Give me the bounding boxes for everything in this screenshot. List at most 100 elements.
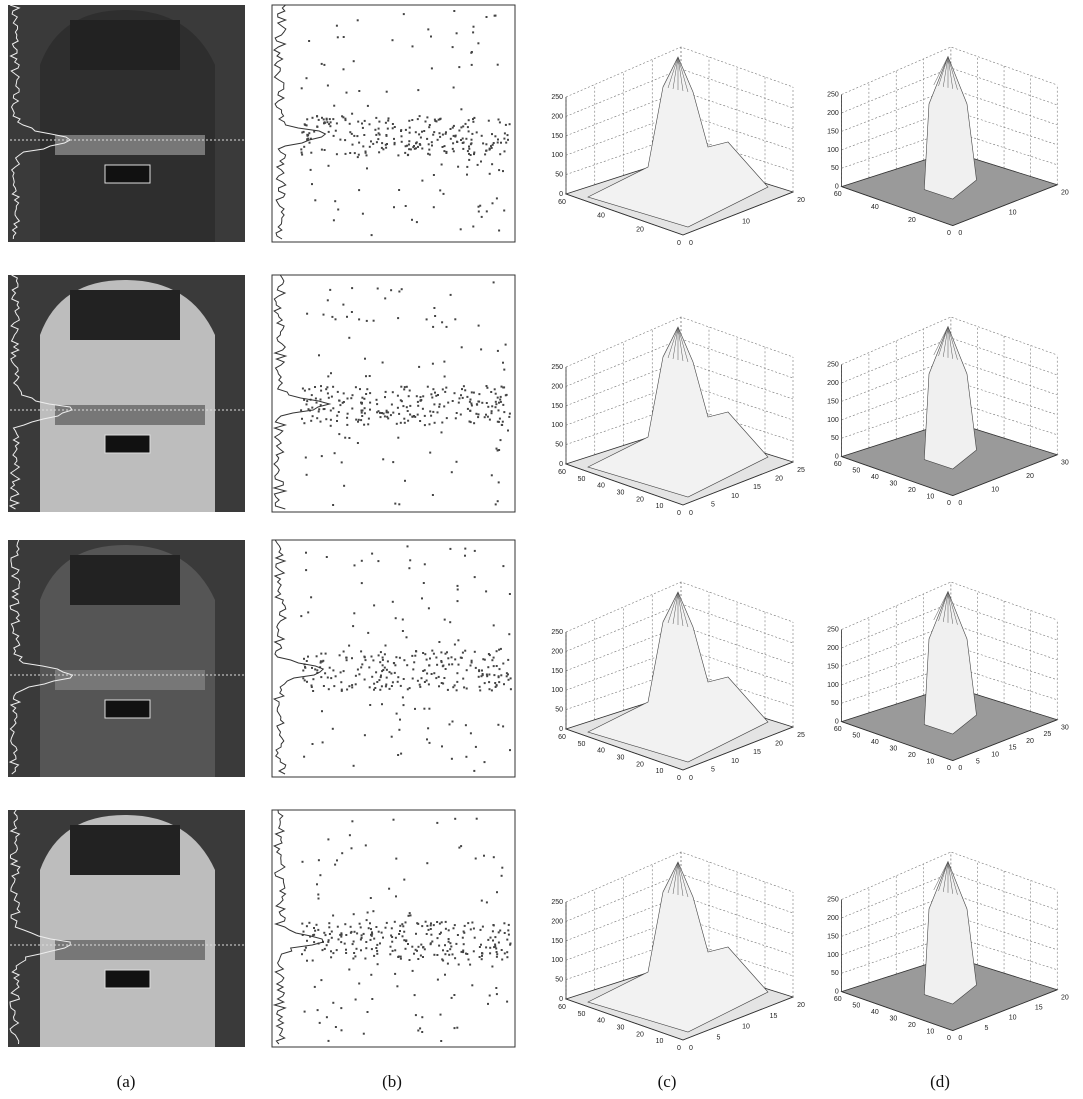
- edge-dot: [340, 933, 343, 936]
- edge-dot: [408, 687, 411, 690]
- edge-dot: [486, 675, 489, 678]
- surface-mesh: [677, 56, 689, 93]
- edge-dot: [490, 410, 493, 413]
- edge-dot: [392, 411, 395, 414]
- surface-mesh: [947, 861, 953, 894]
- edge-dot: [365, 393, 368, 395]
- edge-dot: [342, 392, 345, 395]
- edge-dot: [506, 1000, 509, 1003]
- edge-dot: [469, 398, 472, 401]
- edge-dot: [432, 174, 435, 176]
- edge-dot: [445, 417, 448, 420]
- edge-dot: [392, 818, 395, 821]
- edge-dot: [408, 389, 411, 392]
- edge-dot: [469, 409, 472, 412]
- edge-dot: [502, 361, 504, 364]
- edge-dot: [405, 636, 408, 639]
- edge-dot: [451, 400, 454, 402]
- x-tick-label: 10: [927, 759, 935, 766]
- z-tick-label: 150: [551, 938, 563, 945]
- edge-dot: [429, 943, 432, 946]
- edge-dot: [434, 391, 436, 394]
- edge-dot: [342, 401, 345, 403]
- edge-dot: [327, 375, 330, 378]
- edge-dot: [491, 163, 494, 166]
- edge-dot: [356, 156, 359, 159]
- edge-dot: [311, 406, 314, 409]
- edge-dot: [423, 414, 426, 417]
- edge-dot: [496, 420, 499, 423]
- edge-dot: [467, 130, 470, 133]
- edge-dot: [435, 120, 438, 123]
- edge-dot: [319, 420, 322, 423]
- edge-dot: [485, 385, 488, 387]
- edge-dot: [391, 123, 394, 125]
- edge-dot: [438, 933, 441, 935]
- edge-dot: [348, 122, 351, 125]
- edge-dot: [366, 911, 369, 914]
- edge-dot: [349, 152, 352, 154]
- edge-dot: [435, 677, 438, 680]
- panel-caption: (b): [382, 1072, 402, 1091]
- y-tick-label: 20: [797, 1002, 805, 1009]
- edge-dot: [314, 668, 317, 671]
- edge-dot: [430, 67, 433, 70]
- edge-dot: [390, 934, 393, 937]
- edge-dot: [318, 408, 321, 411]
- edge-dot: [427, 28, 430, 31]
- edge-dot: [390, 735, 393, 738]
- edge-dot: [477, 210, 480, 213]
- edge-dot: [386, 415, 389, 418]
- edge-dot: [411, 969, 414, 972]
- edge-dot: [367, 423, 370, 426]
- edge-dot: [344, 152, 347, 155]
- edge-dot: [332, 118, 335, 121]
- x-tick-label: 30: [889, 481, 897, 488]
- edge-dot: [364, 150, 367, 153]
- edge-dot: [393, 143, 396, 146]
- edge-dot: [354, 955, 357, 958]
- edge-dot: [400, 288, 403, 291]
- edge-dot: [411, 945, 414, 948]
- edge-dot: [449, 547, 452, 550]
- edge-dot: [441, 321, 444, 324]
- edge-dot: [499, 647, 502, 650]
- edge-dot: [417, 89, 420, 92]
- edge-dot: [332, 914, 335, 917]
- axis-edge: [841, 899, 1058, 1032]
- edge-dot: [423, 681, 426, 683]
- edge-dot: [302, 669, 305, 672]
- windshield: [70, 825, 180, 875]
- surface-mesh: [672, 56, 679, 90]
- edge-dot: [451, 46, 454, 49]
- edge-dot: [503, 683, 505, 686]
- surface-mesh: [947, 326, 953, 359]
- edge-dot: [498, 121, 501, 124]
- edge-dot: [465, 687, 468, 690]
- edge-dot: [498, 648, 501, 651]
- edge-dot: [430, 35, 432, 38]
- edge-dot: [312, 690, 315, 692]
- edge-dot: [338, 399, 341, 402]
- edge-dot: [432, 206, 435, 209]
- edge-dot: [340, 935, 343, 938]
- edge-dot: [301, 860, 304, 863]
- edge-dot: [344, 436, 347, 439]
- edge-dot: [375, 671, 378, 674]
- edge-dot: [421, 130, 423, 133]
- edge-dot: [436, 821, 439, 824]
- edge-dot: [462, 125, 465, 128]
- edge-dot: [429, 451, 432, 454]
- edge-dot: [485, 210, 488, 213]
- edge-dot: [414, 948, 417, 951]
- z-tick-label: 100: [551, 422, 563, 429]
- edge-dot: [370, 140, 372, 143]
- edge-dot: [505, 675, 508, 678]
- edge-dot: [432, 325, 435, 328]
- edge-dot: [430, 922, 432, 925]
- edge-dot: [379, 416, 382, 419]
- surface-mesh: [662, 326, 679, 358]
- edge-dot: [316, 125, 319, 128]
- edge-dot: [414, 654, 417, 657]
- edge-dot: [440, 660, 443, 662]
